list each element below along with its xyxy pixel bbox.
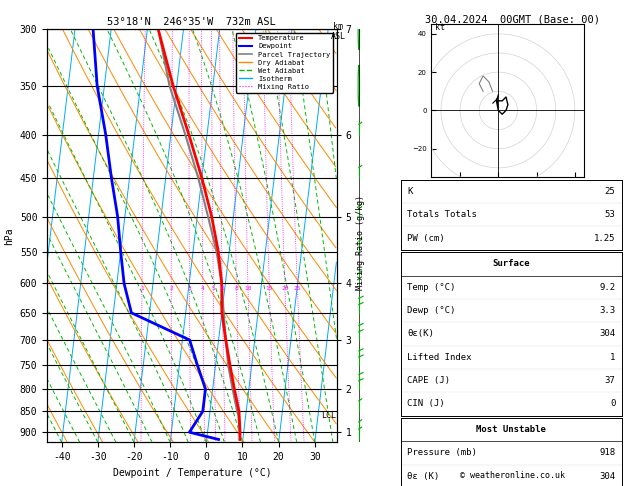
X-axis label: Dewpoint / Temperature (°C): Dewpoint / Temperature (°C) xyxy=(113,468,271,478)
Text: 10: 10 xyxy=(244,286,252,291)
Text: CIN (J): CIN (J) xyxy=(408,399,445,408)
Text: 918: 918 xyxy=(599,449,615,457)
Y-axis label: hPa: hPa xyxy=(4,227,14,244)
Text: Temp (°C): Temp (°C) xyxy=(408,283,455,292)
Text: 4: 4 xyxy=(201,286,204,291)
Text: 1.25: 1.25 xyxy=(594,234,615,243)
Text: K: K xyxy=(408,187,413,196)
Text: 3.3: 3.3 xyxy=(599,306,615,315)
Text: 25: 25 xyxy=(294,286,301,291)
Text: Surface: Surface xyxy=(493,260,530,268)
Text: kt: kt xyxy=(435,23,445,32)
Title: 53°18'N  246°35'W  732m ASL: 53°18'N 246°35'W 732m ASL xyxy=(108,17,276,27)
Text: Pressure (mb): Pressure (mb) xyxy=(408,449,477,457)
Text: θε(K): θε(K) xyxy=(408,330,434,338)
Text: 3: 3 xyxy=(187,286,191,291)
Text: 20: 20 xyxy=(281,286,289,291)
Text: LCL: LCL xyxy=(321,411,336,420)
Text: 2: 2 xyxy=(169,286,173,291)
Text: 8: 8 xyxy=(235,286,238,291)
Text: © weatheronline.co.uk: © weatheronline.co.uk xyxy=(460,471,565,480)
Text: 25: 25 xyxy=(604,187,615,196)
Text: Totals Totals: Totals Totals xyxy=(408,210,477,219)
Text: PW (cm): PW (cm) xyxy=(408,234,445,243)
Text: Dewp (°C): Dewp (°C) xyxy=(408,306,455,315)
Text: 304: 304 xyxy=(599,472,615,481)
Text: 1: 1 xyxy=(140,286,144,291)
Legend: Temperature, Dewpoint, Parcel Trajectory, Dry Adiabat, Wet Adiabat, Isotherm, Mi: Temperature, Dewpoint, Parcel Trajectory… xyxy=(236,33,333,93)
Text: 1: 1 xyxy=(610,353,615,362)
Text: 37: 37 xyxy=(604,376,615,385)
Text: Mixing Ratio (g/kg): Mixing Ratio (g/kg) xyxy=(356,195,365,291)
Text: 6: 6 xyxy=(220,286,224,291)
Text: Lifted Index: Lifted Index xyxy=(408,353,472,362)
Text: 9.2: 9.2 xyxy=(599,283,615,292)
Text: km
ASL: km ASL xyxy=(331,22,346,41)
Text: CAPE (J): CAPE (J) xyxy=(408,376,450,385)
Text: 53: 53 xyxy=(604,210,615,219)
Text: 5: 5 xyxy=(211,286,215,291)
Text: 304: 304 xyxy=(599,330,615,338)
Text: 15: 15 xyxy=(265,286,273,291)
Text: 30.04.2024  00GMT (Base: 00): 30.04.2024 00GMT (Base: 00) xyxy=(425,15,600,25)
Text: Most Unstable: Most Unstable xyxy=(476,425,547,434)
Text: θε (K): θε (K) xyxy=(408,472,440,481)
Text: 0: 0 xyxy=(610,399,615,408)
